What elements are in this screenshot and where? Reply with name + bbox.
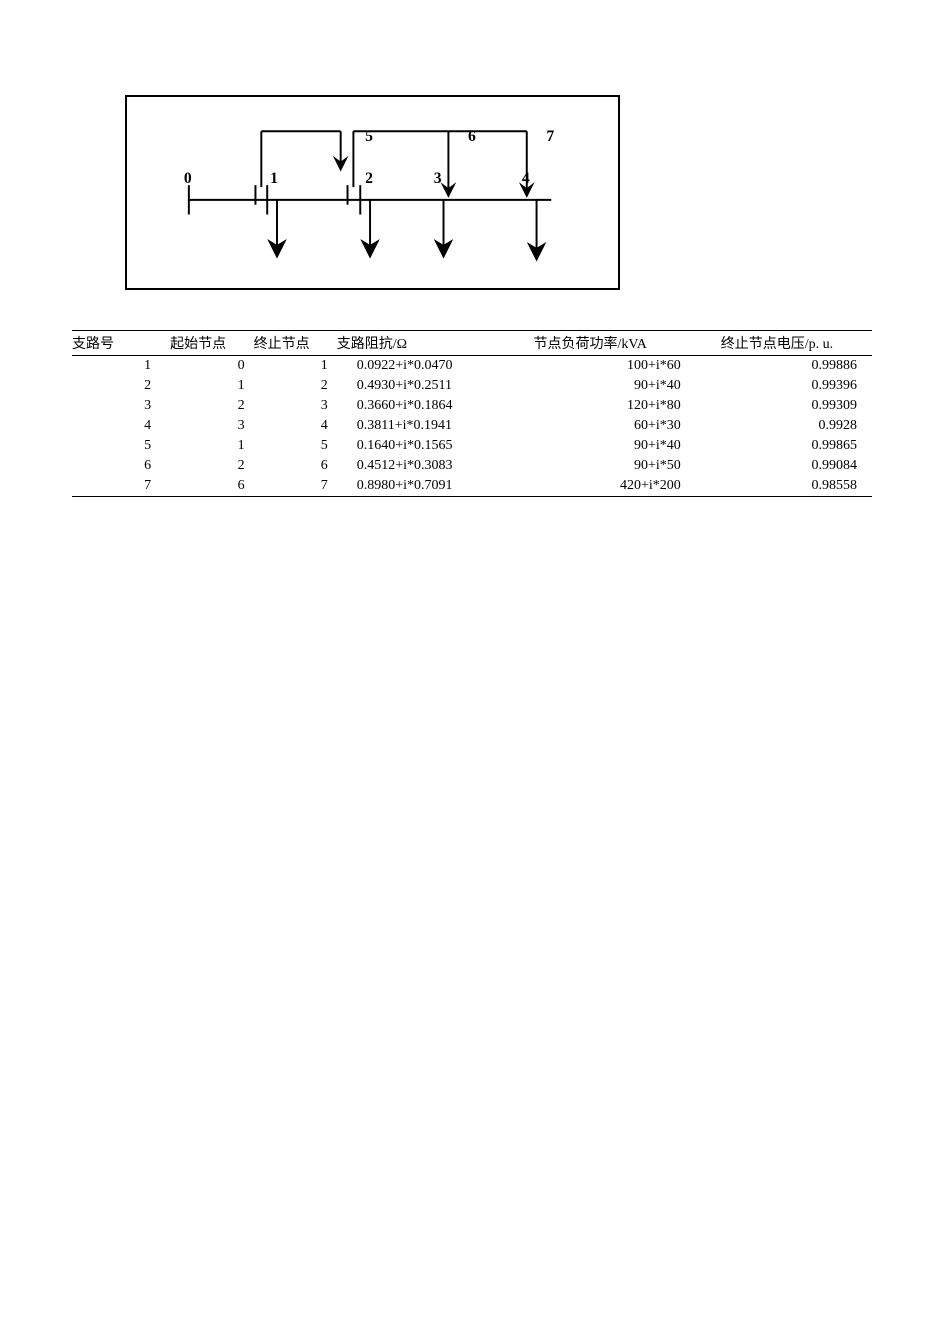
cell-end: 4 bbox=[249, 416, 332, 436]
cell-volt: 0.9928 bbox=[706, 416, 872, 436]
cell-start: 1 bbox=[155, 436, 249, 456]
node-label-7: 7 bbox=[546, 128, 554, 145]
node-label-0: 0 bbox=[184, 170, 192, 187]
col-header-voltage: 终止节点电压/p. u. bbox=[706, 331, 872, 356]
cell-volt: 0.99396 bbox=[706, 376, 872, 396]
cell-load: 420+i*200 bbox=[514, 476, 706, 497]
cell-load: 60+i*30 bbox=[514, 416, 706, 436]
table-row: 4340.3811+i*0.194160+i*300.9928 bbox=[72, 416, 872, 436]
table-row: 3230.3660+i*0.1864120+i*800.99309 bbox=[72, 396, 872, 416]
table-row: 5150.1640+i*0.156590+i*400.99865 bbox=[72, 436, 872, 456]
cell-volt: 0.99084 bbox=[706, 456, 872, 476]
cell-end: 2 bbox=[249, 376, 332, 396]
node-label-2: 2 bbox=[365, 170, 373, 187]
cell-load: 100+i*60 bbox=[514, 356, 706, 377]
col-header-end: 终止节点 bbox=[249, 331, 332, 356]
cell-branch: 4 bbox=[72, 416, 155, 436]
cell-load: 120+i*80 bbox=[514, 396, 706, 416]
cell-start: 2 bbox=[155, 456, 249, 476]
cell-start: 0 bbox=[155, 356, 249, 377]
node-label-4: 4 bbox=[522, 170, 530, 187]
data-table: 支路号 起始节点 终止节点 支路阻抗/Ω 节点负荷功率/kVA 终止节点电压/p… bbox=[72, 330, 872, 497]
branch-table: 支路号 起始节点 终止节点 支路阻抗/Ω 节点负荷功率/kVA 终止节点电压/p… bbox=[72, 330, 872, 497]
col-header-impedance: 支路阻抗/Ω bbox=[332, 331, 514, 356]
cell-volt: 0.99886 bbox=[706, 356, 872, 377]
cell-imp: 0.0922+i*0.0470 bbox=[332, 356, 514, 377]
cell-load: 90+i*40 bbox=[514, 436, 706, 456]
cell-end: 5 bbox=[249, 436, 332, 456]
cell-volt: 0.99309 bbox=[706, 396, 872, 416]
cell-start: 3 bbox=[155, 416, 249, 436]
node-label-3: 3 bbox=[434, 170, 442, 187]
cell-branch: 3 bbox=[72, 396, 155, 416]
node-label-6: 6 bbox=[468, 128, 476, 145]
diagram-svg: 0 1 2 3 4 5 6 7 bbox=[127, 97, 618, 288]
cell-imp: 0.4930+i*0.2511 bbox=[332, 376, 514, 396]
cell-volt: 0.98558 bbox=[706, 476, 872, 497]
cell-branch: 2 bbox=[72, 376, 155, 396]
cell-end: 6 bbox=[249, 456, 332, 476]
cell-branch: 5 bbox=[72, 436, 155, 456]
cell-load: 90+i*40 bbox=[514, 376, 706, 396]
cell-imp: 0.3660+i*0.1864 bbox=[332, 396, 514, 416]
cell-imp: 0.8980+i*0.7091 bbox=[332, 476, 514, 497]
node-label-1: 1 bbox=[270, 170, 278, 187]
cell-branch: 7 bbox=[72, 476, 155, 497]
col-header-branch: 支路号 bbox=[72, 331, 155, 356]
col-header-start: 起始节点 bbox=[155, 331, 249, 356]
node-label-5: 5 bbox=[365, 128, 373, 145]
table-header-row: 支路号 起始节点 终止节点 支路阻抗/Ω 节点负荷功率/kVA 终止节点电压/p… bbox=[72, 331, 872, 356]
cell-end: 1 bbox=[249, 356, 332, 377]
table-row: 6260.4512+i*0.308390+i*500.99084 bbox=[72, 456, 872, 476]
cell-imp: 0.4512+i*0.3083 bbox=[332, 456, 514, 476]
cell-volt: 0.99865 bbox=[706, 436, 872, 456]
cell-start: 2 bbox=[155, 396, 249, 416]
table-row: 7670.8980+i*0.7091420+i*2000.98558 bbox=[72, 476, 872, 497]
network-diagram: 0 1 2 3 4 5 6 7 bbox=[125, 95, 620, 290]
cell-end: 7 bbox=[249, 476, 332, 497]
cell-start: 1 bbox=[155, 376, 249, 396]
col-header-load: 节点负荷功率/kVA bbox=[514, 331, 706, 356]
cell-branch: 6 bbox=[72, 456, 155, 476]
table-row: 1010.0922+i*0.0470100+i*600.99886 bbox=[72, 356, 872, 377]
cell-branch: 1 bbox=[72, 356, 155, 377]
cell-start: 6 bbox=[155, 476, 249, 497]
cell-end: 3 bbox=[249, 396, 332, 416]
cell-imp: 0.1640+i*0.1565 bbox=[332, 436, 514, 456]
cell-imp: 0.3811+i*0.1941 bbox=[332, 416, 514, 436]
cell-load: 90+i*50 bbox=[514, 456, 706, 476]
table-row: 2120.4930+i*0.251190+i*400.99396 bbox=[72, 376, 872, 396]
